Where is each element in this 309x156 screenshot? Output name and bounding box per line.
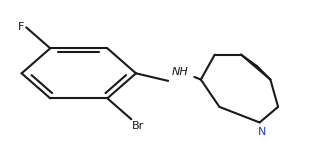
Text: F: F [17, 22, 24, 32]
Text: NH: NH [171, 67, 188, 77]
Text: Br: Br [132, 121, 145, 131]
Text: N: N [258, 127, 266, 137]
